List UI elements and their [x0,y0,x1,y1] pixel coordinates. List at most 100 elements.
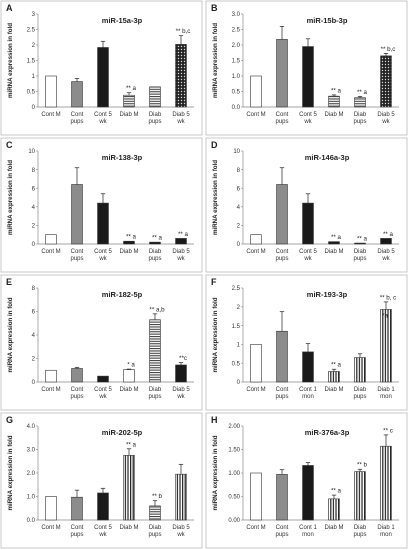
panel-c-bar [149,241,161,245]
panel-h-ylabel: miRNA expression in fold [212,435,219,510]
panel-h-ytick-label: 1.00 [228,471,240,477]
panel-f-category-label: Cont M [246,387,265,393]
panel-e-category-label: wk [98,394,107,400]
panel-g-category-label: pups [148,532,161,538]
panel-f-extra-annotation: *a [382,312,388,319]
chart-panel-g: G 0.0 1.0 2.0 3.0 4.0 miRNA expression in fold… [0,412,203,549]
panel-d-significance-label: ** a [331,234,342,241]
panel-a-ytick-label: 1.5 [27,59,36,65]
panel-e-bar [123,369,135,383]
panel-h-category-label: Diab M [324,525,343,531]
panel-b-title: miR-15b-3p [307,16,348,25]
panel-h-category-label: pups [353,532,366,538]
panel-f-bar [380,309,392,383]
panel-d-bar [380,238,392,245]
panel-b-ylabel: miRNA expression in fold [212,23,219,98]
panel-g-bar [45,496,57,521]
panel-e-category-label: Diab [149,387,162,393]
panel-c-category-label: pups [148,256,161,262]
panel-f-bar [250,344,262,383]
panel-f-significance-label: ** a [331,362,342,369]
panel-h-significance-label: ** a [331,488,342,495]
panel-b-bar [380,55,392,108]
panel-e-category-label: Diab M [119,387,138,393]
panel-g-significance-label: ** b [152,493,163,500]
panel-a-category-label: pups [70,119,83,125]
panel-f-ytick-label: 2.5 [232,286,241,292]
panel-c-category-label: Diab [149,249,162,255]
panel-f-category-label: mon [302,394,314,400]
panel-g-category-label: pups [70,532,83,538]
panel-e-ytick-label: 2 [32,357,36,363]
panel-e-bar [175,364,187,383]
panel-g-category-label: Diab M [119,525,138,531]
panel-c-category-label: Diab M [119,249,138,255]
panel-g-ytick-label: 4.0 [27,424,36,430]
panel-b-category-label: Cont 5 [299,112,317,118]
panel-h-significance-label: ** b [357,462,368,469]
panel-g-ytick-label: 2.0 [27,471,36,477]
panel-e-category-label: Diab 5 [172,387,190,393]
panel-f-ytick-label: 1 [237,343,241,349]
panel-h-ytick-label: 1.50 [228,448,240,454]
panel-d-ytick-label: 10 [233,149,240,155]
panel-c-ytick-label: 2 [32,224,36,230]
panel-c-significance-label: ** a [152,235,163,242]
panel-c-category-label: wk [176,256,185,262]
panel-d-title: miR-146a-3p [305,153,350,162]
panel-c-ytick-label: 6 [32,186,36,192]
panel-d-significance-label: ** a [383,231,394,238]
panel-g-bar [175,473,187,521]
panel-f-ytick-label: 1.5 [232,324,241,330]
chart-panel-f: F 0 0.5 1 1.5 2 2.5 miRNA expression in fold miR… [205,274,408,411]
panel-f-title: miR-193-3p [307,290,348,299]
panel-h-ytick-label: 0.00 [228,518,240,524]
panel-e-bar [45,369,57,383]
panel-a-ytick-label: 3 [32,12,36,18]
panel-a-category-label: wk [176,119,185,125]
panel-b-ytick-label: 2.5 [232,28,241,34]
panel-c-significance-label: ** a [126,234,137,241]
panel-h-bar [380,445,392,521]
panel-d-category-label: Diab [354,249,367,255]
panel-g-border [0,412,203,549]
panel-e-letter: E [6,277,12,287]
panel-a-category-label: pups [148,119,161,125]
panel-d-ytick-label: 4 [237,205,241,211]
panel-d-ytick-label: 2 [237,224,241,230]
panel-g-category-label: Diab 5 [172,525,190,531]
panel-d-ylabel: miRNA expression in fold [212,160,219,235]
panel-e-category-label: Cont M [41,387,60,393]
panel-d-ytick-label: 6 [237,186,241,192]
panel-b-bar [276,39,288,108]
panel-f-ytick-label: 2 [237,305,241,311]
panel-f-bar [276,330,288,383]
panel-b-bar [354,97,366,108]
panel-h-category-label: mon [380,532,392,538]
panel-b-ytick-label: 1.0 [232,74,241,80]
panel-b-category-label: pups [353,119,366,125]
panel-g-category-label: Cont 5 [94,525,112,531]
panel-b-category-label: Diab M [324,112,343,118]
panel-c-bar [97,202,109,245]
panel-d-ytick-label: 0 [237,242,241,248]
panel-c-ytick-label: 10 [28,149,35,155]
panel-f-border [205,274,408,411]
panel-a-bar [149,86,161,108]
panel-b-category-label: Cont [276,112,289,118]
panel-h-bar [354,471,366,521]
panel-h-category-label: Diab 1 [377,525,395,531]
panel-h-letter: H [211,415,218,425]
panel-d-letter: D [211,140,218,150]
chart-panel-b: B 0.0 0.5 1.0 1.5 2.0 2.5 3.0 miRNA expression i… [205,0,408,136]
panel-e-category-label: Cont [71,387,84,393]
panel-a-letter: A [6,3,13,13]
panel-b-category-label: wk [381,119,390,125]
panel-e-ytick-label: 0 [32,380,36,386]
panel-b-bar [250,75,262,108]
panel-e-title: miR-182-5p [102,290,143,299]
panel-c-significance-label: ** a [178,231,189,238]
panel-g-ylabel: miRNA expression in fold [7,435,14,510]
panel-d-category-label: pups [353,256,366,262]
